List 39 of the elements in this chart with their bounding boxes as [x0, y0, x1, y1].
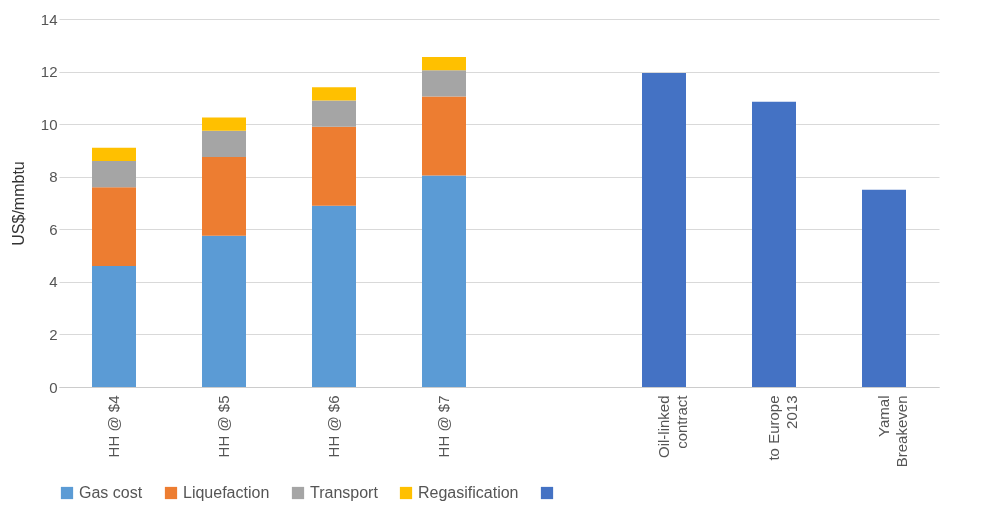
- y-tick-label: 6: [49, 220, 58, 238]
- bar: [422, 175, 466, 387]
- bar: [92, 187, 136, 267]
- bar: [312, 100, 356, 127]
- legend-label: Liquefaction: [183, 484, 270, 501]
- bar: [202, 157, 246, 236]
- bar: [422, 96, 466, 176]
- y-axis-title: US$/mmbtu: [9, 161, 27, 246]
- bar: [422, 57, 466, 71]
- x-tick-label: HH @ $6: [325, 395, 342, 458]
- y-tick-label: 10: [40, 115, 58, 133]
- y-tick-label: 4: [49, 273, 58, 291]
- y-tick-label: 8: [49, 168, 58, 186]
- bar: [202, 235, 246, 387]
- bar: [642, 72, 686, 387]
- bar: [422, 70, 466, 97]
- x-tick-label: HH @ $4: [105, 395, 122, 458]
- bar: [312, 126, 356, 206]
- x-tick-label: HH @ $7: [435, 395, 452, 458]
- x-tick-label: HH @ $5: [215, 395, 232, 458]
- x-tick-label: to Europe 2013: [765, 395, 800, 461]
- y-tick-label: 12: [40, 63, 58, 81]
- y-tick-label: 0: [49, 378, 58, 396]
- bar: [202, 130, 246, 157]
- bar: [312, 205, 356, 387]
- legend-label: Transport: [310, 484, 379, 501]
- bar: [92, 160, 136, 188]
- x-tick-label: Oil-linked contract: [655, 394, 690, 459]
- y-tick-label: 2: [49, 325, 58, 343]
- bar: [202, 117, 246, 131]
- bar: [752, 101, 796, 387]
- y-tick-label: 14: [40, 10, 58, 28]
- bar: [862, 189, 906, 387]
- bar: [312, 87, 356, 101]
- legend-label: Regasification: [418, 484, 519, 501]
- x-tick-label: Yamal Breakeven: [875, 395, 910, 468]
- legend-label: Gas cost: [79, 484, 143, 501]
- bar: [92, 147, 136, 161]
- bar: [92, 266, 136, 387]
